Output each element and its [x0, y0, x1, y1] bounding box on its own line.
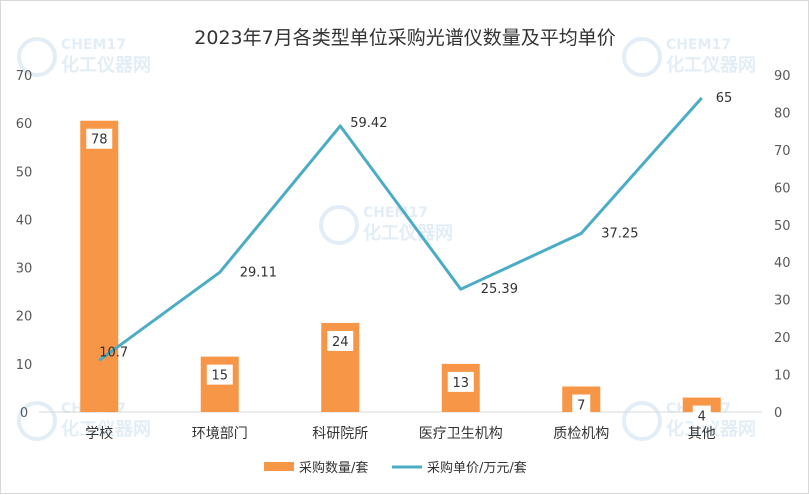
data-labels: 78 15 24 13 7 4 10.7 29.11 59.42 25.39 37.25 65	[86, 91, 732, 426]
axes: 0 10 20 30 40 50 60 70 0 10 20 30 40 50 60 70 80 90 学校 环境部门…	[16, 69, 791, 442]
bar	[80, 120, 119, 412]
y-right-tick-label: 50	[774, 219, 791, 234]
y-left-tick-label: 0	[20, 406, 28, 421]
x-tick-label: 质检机构	[553, 426, 609, 442]
bar-data-label: 78	[91, 133, 108, 148]
line-data-label: 25.39	[481, 282, 518, 297]
bar-label-box	[206, 364, 233, 385]
bar-data-label: 4	[698, 410, 706, 425]
bar-label-box	[572, 394, 591, 415]
watermark-logo-icon	[17, 37, 57, 77]
x-tick-label: 科研院所	[312, 426, 368, 442]
y-left-tick-label: 20	[16, 310, 33, 325]
watermark-name-text: 化工仪器网	[666, 54, 756, 76]
bar-series	[80, 120, 721, 412]
y-left-tick-label: 60	[16, 117, 33, 132]
y-right-tick-label: 70	[774, 144, 791, 159]
price-line	[98, 96, 703, 362]
watermark-logo-text: CHEM17	[61, 37, 126, 53]
bar-label-box	[327, 330, 354, 351]
y-left-tick-label: 10	[16, 358, 33, 373]
line-data-label: 37.25	[601, 226, 638, 241]
x-tick-label: 其他	[688, 426, 716, 442]
legend-bar-swatch	[264, 462, 294, 471]
line-data-label: 29.11	[240, 265, 277, 280]
bar-label-box	[447, 371, 474, 392]
legend-line-label: 采购单价/万元/套	[427, 460, 527, 476]
watermark-logo-icon	[17, 401, 57, 441]
bar-label-box	[692, 405, 711, 426]
watermark-logo-text: CHEM17	[666, 37, 731, 53]
legend: 采购数量/套 采购单价/万元/套	[264, 460, 527, 476]
watermark-name-text: 化工仪器网	[61, 54, 151, 76]
y-right-tick-label: 10	[774, 369, 791, 384]
bar-data-label: 15	[211, 369, 228, 384]
watermark-layer: CHEM17化工仪器网CHEM17化工仪器网CHEM17化工仪器网CHEM17化…	[17, 37, 756, 441]
y-right-tick-label: 0	[774, 406, 782, 421]
bar	[682, 397, 721, 412]
bar-data-label: 13	[452, 376, 469, 391]
line-data-label: 59.42	[350, 116, 387, 131]
y-left-tick-label: 70	[16, 69, 33, 84]
watermark-logo-icon	[319, 205, 359, 245]
y-right-tick-label: 90	[774, 69, 791, 84]
y-right-tick-label: 30	[774, 294, 791, 309]
legend-bar-label: 采购数量/套	[299, 460, 368, 476]
y-right-tick-label: 40	[774, 256, 791, 271]
watermark-name-text: 化工仪器网	[61, 418, 151, 440]
bar-data-label: 7	[577, 398, 585, 413]
chart-title: 2023年7月各类型单位采购光谱仪数量及平均单价	[194, 27, 615, 49]
y-right-tick-label: 60	[774, 181, 791, 196]
x-tick-label: 医疗卫生机构	[419, 426, 503, 442]
bar-label-box	[86, 128, 113, 149]
y-left-tick-label: 50	[16, 165, 33, 180]
x-tick-label: 学校	[85, 425, 113, 442]
x-tick-label: 环境部门	[192, 426, 248, 442]
bar-data-label: 24	[332, 335, 349, 350]
y-right-tick-label: 20	[774, 331, 791, 346]
y-right-tick-label: 80	[774, 106, 791, 121]
y-left-tick-label: 30	[16, 262, 33, 277]
y-left-tick-label: 40	[16, 213, 33, 228]
watermark-name-text: 化工仪器网	[666, 418, 756, 440]
line-series	[98, 96, 703, 362]
watermark-logo-icon	[622, 37, 662, 77]
watermark-name-text: 化工仪器网	[363, 222, 453, 244]
line-data-label: 10.7	[99, 345, 128, 360]
line-data-label: 65	[716, 91, 733, 106]
watermark-logo-icon	[622, 401, 662, 441]
watermark-logo-text: CHEM17	[363, 205, 428, 221]
